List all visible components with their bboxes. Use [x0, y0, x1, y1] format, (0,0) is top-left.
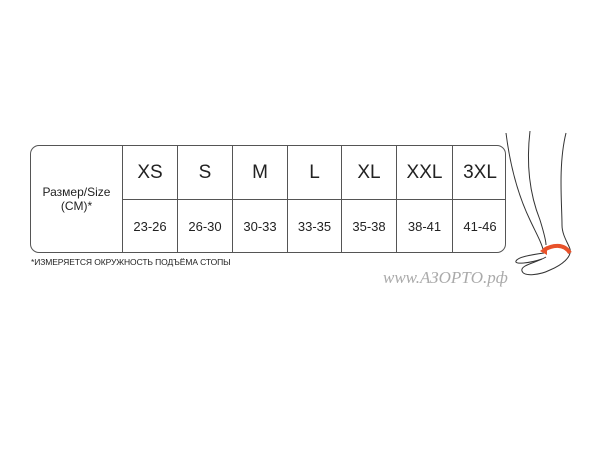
size-range: 33-35: [297, 218, 332, 234]
size-column: XXL 38-41: [397, 146, 453, 252]
unit-label: (CM)*: [60, 199, 93, 213]
arrowhead-icon: [540, 246, 547, 255]
size-name: XL: [342, 146, 396, 200]
size-column: L 33-35: [288, 146, 342, 252]
size-column: M 30-33: [233, 146, 288, 252]
size-name: L: [288, 146, 341, 200]
size-label: Размер/Size: [42, 185, 111, 199]
leg-outline: [528, 130, 547, 246]
size-name: XS: [123, 146, 177, 200]
size-table: Размер/Size (CM)* XS 23-26 S 26-30 M 30-33 …: [30, 145, 506, 253]
leg-outline: [560, 132, 571, 250]
size-name: M: [233, 146, 287, 200]
size-column: XL 35-38: [342, 146, 397, 252]
watermark: www.АЗОРТО.рф: [383, 268, 508, 287]
foot-outline: [515, 252, 545, 264]
foot-outline: [521, 248, 571, 276]
size-range: 30-33: [243, 218, 277, 234]
size-column: S 26-30: [178, 146, 233, 252]
footnote: *ИЗМЕРЯЕТСЯ ОКРУЖНОСТЬ ПОДЪЁМА СТОПЫ: [31, 257, 231, 267]
size-header-label: Размер/Size (CM)*: [31, 146, 123, 252]
size-range: 35-38: [352, 218, 386, 234]
size-range: 26-30: [188, 218, 222, 234]
size-range: 38-41: [407, 218, 442, 234]
size-column: XS 23-26: [123, 146, 178, 252]
measure-arrow-icon: [542, 243, 572, 255]
size-name: S: [178, 146, 232, 200]
size-range: 23-26: [133, 218, 167, 234]
size-range: 41-46: [463, 218, 497, 234]
size-name: 3XL: [453, 146, 505, 200]
size-name: XXL: [397, 146, 452, 200]
leg-outline: [505, 132, 545, 254]
leg-measurement-illustration: [505, 130, 572, 276]
size-column: 3XL 41-46: [453, 146, 505, 252]
